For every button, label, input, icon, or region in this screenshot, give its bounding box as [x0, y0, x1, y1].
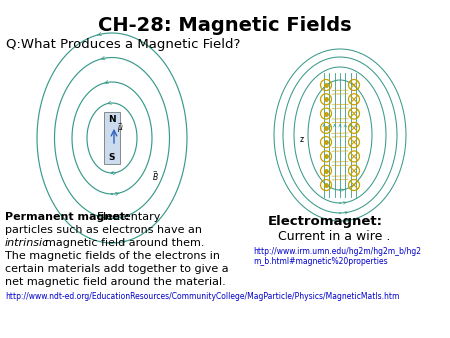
Text: particles such as electrons have an: particles such as electrons have an [5, 225, 202, 235]
Text: Permanent magnet:: Permanent magnet: [5, 212, 130, 222]
Text: magnetic field around them.: magnetic field around them. [45, 238, 204, 248]
Text: The magnetic fields of the electrons in: The magnetic fields of the electrons in [5, 251, 220, 261]
Text: CH-28: Magnetic Fields: CH-28: Magnetic Fields [98, 16, 352, 35]
FancyBboxPatch shape [104, 112, 120, 164]
Text: $\vec{B}$: $\vec{B}$ [152, 169, 159, 183]
Text: Current in a wire .: Current in a wire . [278, 230, 391, 243]
Text: http://www.irm.umn.edu/hg2m/hg2m_b/hg2
m_b.html#magnetic%20properties: http://www.irm.umn.edu/hg2m/hg2m_b/hg2 m… [253, 247, 421, 266]
Text: z: z [300, 136, 304, 145]
Text: net magnetic field around the material.: net magnetic field around the material. [5, 277, 226, 287]
Text: S: S [109, 152, 115, 162]
Text: Q:What Produces a Magnetic Field?: Q:What Produces a Magnetic Field? [6, 38, 240, 51]
Text: http://www.ndt-ed.org/EducationResources/CommunityCollege/MagParticle/Physics/Ma: http://www.ndt-ed.org/EducationResources… [5, 292, 400, 301]
Text: Elementary: Elementary [97, 212, 162, 222]
Text: Electromagnet:: Electromagnet: [268, 215, 383, 228]
Text: certain materials add together to give a: certain materials add together to give a [5, 264, 229, 274]
Text: $\vec{\mu}$: $\vec{\mu}$ [117, 121, 124, 135]
Text: N: N [108, 115, 116, 123]
Text: intrinsic: intrinsic [5, 238, 49, 248]
